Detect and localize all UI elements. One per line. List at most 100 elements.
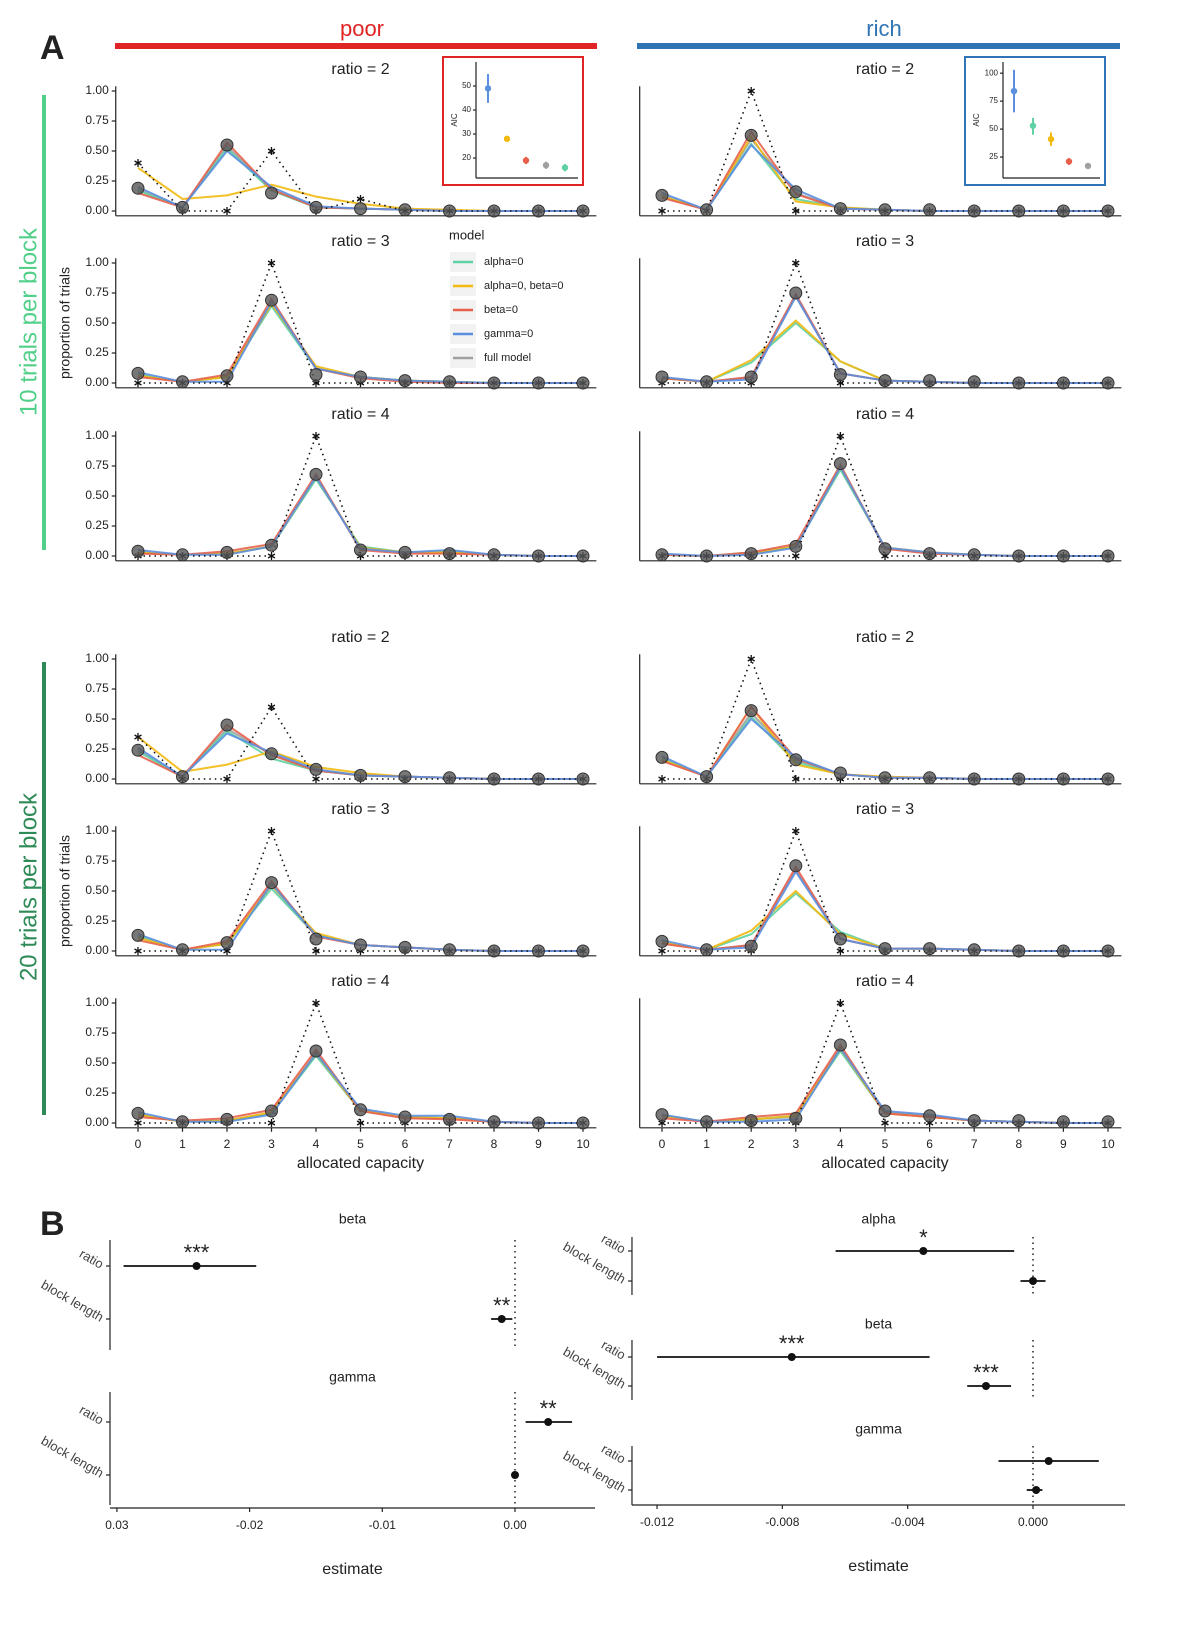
optimal-point — [312, 999, 320, 1007]
observed-point — [967, 943, 981, 957]
optimal-point — [223, 775, 231, 783]
observed-point — [1056, 1115, 1070, 1129]
observed-point — [354, 370, 367, 384]
observed-point — [833, 766, 847, 780]
observed-point — [398, 770, 412, 784]
observed-point — [354, 768, 367, 782]
observed-point — [576, 944, 590, 958]
y-tick-label: 0.50 — [85, 883, 109, 897]
observed-point — [744, 128, 758, 142]
observed-point — [789, 286, 803, 300]
optimal-line — [138, 828, 583, 952]
facet-title: alpha — [861, 1211, 895, 1227]
observed-point — [655, 1108, 669, 1122]
x-tick-label: 0.000 — [1018, 1515, 1048, 1529]
optimal-point — [792, 827, 800, 835]
legend-label: alpha=0 — [484, 256, 523, 268]
observed-point — [789, 753, 803, 767]
x-tick-label: 2 — [224, 1137, 231, 1151]
observed-point — [265, 538, 278, 552]
observed-point — [655, 370, 669, 384]
observed-point — [789, 539, 803, 553]
panel-title: ratio = 4 — [856, 973, 914, 990]
inset-frame — [964, 56, 1106, 186]
estimate-point — [511, 1471, 519, 1479]
observed-point — [398, 203, 412, 217]
observed-point — [655, 750, 669, 764]
observed-point — [309, 368, 323, 382]
estimate-point — [1032, 1486, 1041, 1494]
observed-point — [576, 549, 590, 563]
y-tick-label: 0.00 — [85, 943, 109, 957]
panel-title: ratio = 3 — [331, 801, 389, 818]
observed-point — [923, 942, 937, 956]
panel-label: B — [40, 1205, 65, 1243]
y-axis-label: AIC — [450, 113, 459, 127]
aic-point — [1029, 122, 1037, 129]
x-tick-label: 0.00 — [503, 1518, 527, 1532]
row-label: 20 trials per block — [15, 792, 42, 981]
model-line — [661, 717, 1108, 780]
observed-point — [1101, 772, 1115, 786]
observed-point — [655, 934, 669, 948]
panel-title: ratio = 3 — [331, 233, 389, 250]
observed-point — [220, 718, 234, 732]
estimate-point — [497, 1315, 506, 1323]
y-tick-label: 0.50 — [85, 711, 109, 725]
optimal-point — [747, 87, 755, 95]
aic-point — [1065, 158, 1073, 165]
observed-point — [923, 374, 937, 388]
optimal-point — [134, 733, 142, 741]
observed-point — [700, 549, 714, 563]
observed-point — [265, 293, 278, 307]
observed-point — [1012, 1114, 1026, 1128]
aic-point — [561, 164, 569, 171]
observed-point — [1012, 944, 1026, 958]
optimal-point — [223, 207, 231, 215]
optimal-point — [658, 947, 666, 955]
column-bar — [637, 43, 1120, 49]
y-tick-label: 25 — [989, 152, 998, 161]
optimal-point — [134, 1119, 142, 1127]
observed-point — [487, 1115, 501, 1129]
observed-point — [487, 204, 501, 218]
x-tick-label: 7 — [971, 1137, 978, 1151]
observed-point — [487, 772, 501, 786]
observed-point — [176, 375, 189, 389]
estimate-point — [982, 1382, 991, 1390]
x-tick-label: 10 — [576, 1137, 590, 1151]
observed-point — [354, 938, 367, 952]
x-tick-label: 4 — [837, 1137, 844, 1151]
observed-point — [744, 939, 758, 953]
observed-point — [265, 1104, 278, 1118]
observed-point — [923, 1109, 937, 1123]
model-line — [661, 292, 1108, 384]
significance: ** — [493, 1293, 511, 1318]
observed-point — [744, 1114, 758, 1128]
y-tick-label: 0.50 — [85, 143, 109, 157]
observed-point — [576, 1116, 590, 1130]
significance: *** — [779, 1331, 805, 1356]
observed-point — [1012, 376, 1026, 390]
observed-point — [309, 200, 323, 214]
observed-point — [833, 368, 847, 382]
legend-label: full model — [484, 352, 531, 364]
observed-point — [176, 200, 189, 214]
optimal-point — [792, 775, 800, 783]
y-tick-label: 1.00 — [85, 83, 109, 97]
x-tick-label: -0.008 — [765, 1515, 799, 1529]
y-tick-label: 1.00 — [85, 823, 109, 837]
optimal-point — [312, 775, 320, 783]
panel-title: ratio = 3 — [856, 801, 914, 818]
column-bar — [115, 43, 597, 49]
facet-title: gamma — [329, 1369, 376, 1385]
row-label: 10 trials per block — [15, 227, 42, 416]
optimal-point — [134, 159, 142, 167]
model-line — [661, 705, 1108, 780]
estimate-point — [919, 1247, 928, 1255]
y-tick-label: 0.00 — [85, 1115, 109, 1129]
y-tick-label: 0.00 — [85, 203, 109, 217]
observed-point — [878, 1104, 892, 1118]
